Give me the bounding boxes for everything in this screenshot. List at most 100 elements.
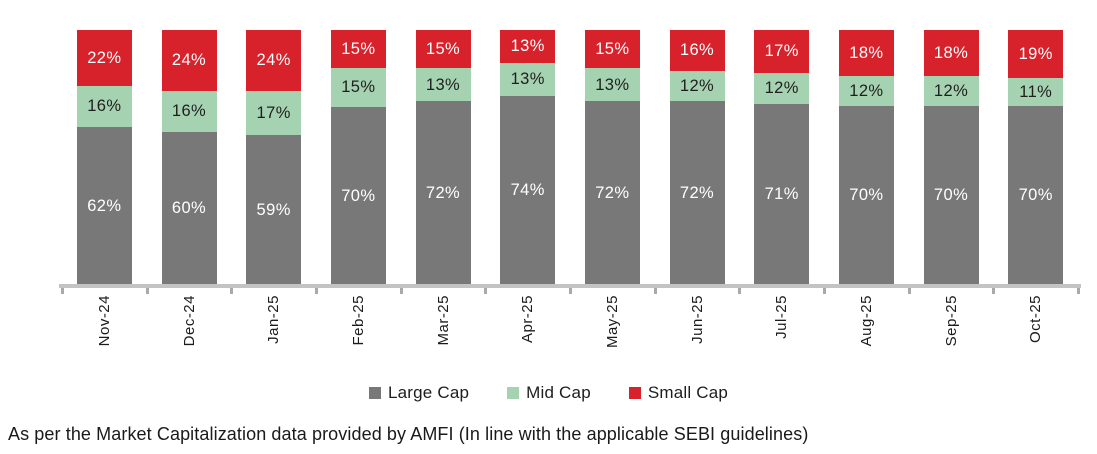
legend-item-large-cap: Large Cap (368, 383, 470, 403)
x-label-cell-dec-24: Dec-24 (147, 295, 232, 379)
segment-value-label: 74% (510, 181, 545, 200)
legend-item-mid-cap: Mid Cap (507, 383, 591, 403)
segment-large-cap: 70% (923, 106, 979, 285)
segment-large-cap: 70% (838, 106, 894, 285)
bar-column-jan-25: 24% 17% 59% (231, 30, 316, 285)
segment-value-label: 15% (341, 78, 376, 97)
bar-column-mar-25: 15% 13% 72% (401, 30, 486, 285)
segment-value-label: 22% (87, 48, 122, 67)
axis-tick (145, 288, 149, 294)
segment-mid-cap: 12% (923, 75, 979, 107)
axis-tick (738, 288, 742, 294)
x-axis-labels: Nov-24 Dec-24 Jan-25 Feb-25 Mar-25 Apr-25 May-… (62, 295, 1078, 379)
x-label-cell-apr-25: Apr-25 (485, 295, 570, 379)
stacked-bar-aug-25: 18% 12% 70% (838, 30, 894, 285)
segment-large-cap: 72% (669, 101, 725, 285)
bar-column-jul-25: 17% 12% 71% (739, 30, 824, 285)
segment-small-cap: 15% (415, 30, 471, 69)
axis-tick (569, 288, 572, 294)
segment-large-cap: 72% (584, 101, 640, 285)
segment-large-cap: 72% (415, 101, 471, 285)
x-axis-label: Jan-25 (265, 295, 283, 344)
axis-tick (992, 288, 996, 294)
stacked-bar-jan-25: 24% 17% 59% (246, 30, 302, 285)
segment-small-cap: 18% (838, 30, 894, 76)
segment-value-label: 70% (933, 186, 969, 205)
stacked-bar-apr-25: 13% 13% 74% (500, 30, 556, 285)
legend-label: Large Cap (387, 383, 470, 402)
stacked-bar-feb-25: 15% 15% 70% (330, 30, 386, 285)
bar-column-nov-24: 22% 16% 62% (62, 30, 147, 285)
segment-mid-cap: 17% (246, 91, 302, 135)
x-axis-label: Sep-25 (942, 295, 960, 347)
axis-tick (61, 288, 64, 294)
segment-value-label: 13% (595, 75, 630, 94)
stacked-bar-oct-25: 19% 11% 70% (1008, 30, 1064, 285)
segment-value-label: 12% (933, 81, 969, 100)
segment-value-label: 15% (595, 39, 630, 58)
bar-column-aug-25: 18% 12% 70% (824, 30, 909, 285)
segment-value-label: 71% (764, 185, 799, 204)
segment-value-label: 59% (256, 200, 291, 219)
legend-color-swatch-icon (368, 387, 381, 399)
segment-value-label: 24% (256, 51, 291, 70)
segment-value-label: 70% (341, 186, 376, 205)
segment-small-cap: 22% (76, 30, 132, 87)
segment-value-label: 72% (425, 183, 461, 202)
segment-large-cap: 70% (330, 106, 386, 285)
segment-small-cap: 19% (1008, 30, 1064, 79)
segment-value-label: 72% (595, 183, 630, 202)
bar-column-jun-25: 16% 12% 72% (655, 30, 740, 285)
x-label-cell-aug-25: Aug-25 (824, 295, 909, 379)
segment-mid-cap: 13% (415, 68, 471, 102)
segment-value-label: 12% (679, 76, 715, 95)
axis-tick (230, 288, 234, 294)
segment-value-label: 70% (1018, 186, 1053, 205)
segment-value-label: 62% (87, 196, 122, 215)
axis-tick (399, 288, 403, 294)
stacked-bar-mar-25: 15% 13% 72% (415, 30, 471, 285)
segment-value-label: 17% (256, 103, 291, 122)
footnote: As per the Market Capitalization data pr… (8, 424, 809, 444)
legend-label: Mid Cap (526, 383, 591, 402)
segment-value-label: 72% (679, 183, 715, 202)
stacked-bar-may-25: 15% 13% 72% (584, 30, 640, 285)
segment-mid-cap: 12% (754, 73, 810, 104)
segment-large-cap: 59% (246, 134, 302, 285)
legend: Large Cap Mid Cap Small Cap (0, 383, 1097, 403)
x-label-cell-oct-25: Oct-25 (993, 295, 1078, 379)
segment-value-label: 16% (171, 102, 207, 121)
segment-mid-cap: 15% (330, 68, 386, 107)
x-label-cell-jul-25: Jul-25 (739, 295, 824, 379)
segment-small-cap: 24% (161, 30, 217, 92)
segment-mid-cap: 12% (838, 75, 894, 107)
segment-large-cap: 70% (1008, 106, 1064, 285)
bar-column-dec-24: 24% 16% 60% (147, 30, 232, 285)
segment-value-label: 17% (764, 42, 799, 61)
segment-value-label: 15% (425, 39, 461, 58)
bar-column-may-25: 15% 13% 72% (570, 30, 655, 285)
segment-value-label: 13% (425, 75, 461, 94)
segment-value-label: 60% (171, 199, 207, 218)
axis-tick (315, 288, 318, 294)
axis-tick (484, 288, 488, 294)
x-axis-label: Jun-25 (688, 295, 706, 344)
segment-value-label: 16% (87, 97, 122, 116)
stacked-bar-nov-24: 22% 16% 62% (76, 30, 132, 285)
segment-value-label: 19% (1018, 44, 1053, 63)
segment-mid-cap: 16% (76, 86, 132, 127)
bars-container: 22% 16% 62% 24% 16% 60% 24% 17% 59% 15% 15% 70% 15% 1… (62, 30, 1078, 285)
segment-large-cap: 71% (754, 103, 810, 285)
segment-value-label: 18% (849, 43, 884, 62)
segment-mid-cap: 13% (500, 63, 556, 97)
x-axis-label: Dec-24 (180, 295, 198, 347)
segment-mid-cap: 11% (1008, 78, 1064, 107)
bar-column-sep-25: 18% 12% 70% (909, 30, 994, 285)
segment-large-cap: 60% (161, 131, 217, 285)
segment-value-label: 12% (849, 81, 884, 100)
segment-small-cap: 15% (330, 30, 386, 69)
x-axis-label: Oct-25 (1027, 295, 1045, 344)
axis-tick (823, 288, 826, 294)
axis-tick (653, 288, 657, 294)
